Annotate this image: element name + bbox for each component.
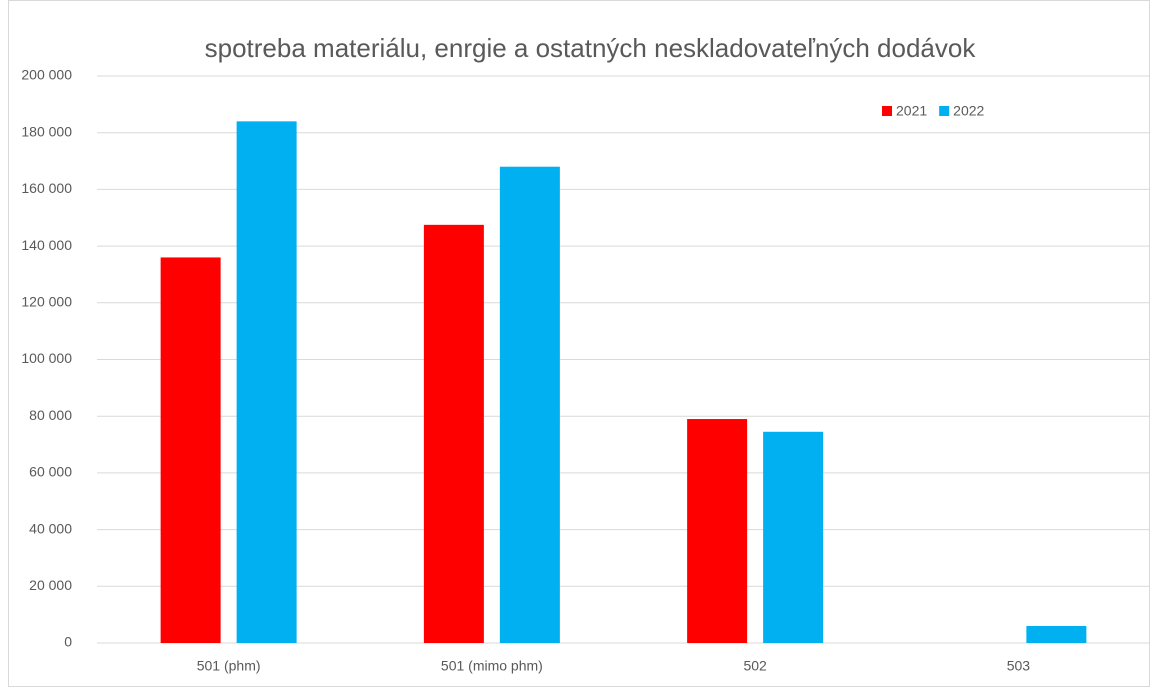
bar [236, 121, 297, 644]
bar [763, 431, 824, 643]
bar [160, 257, 221, 643]
y-tick-label: 60 000 [29, 464, 72, 480]
legend-label: 2022 [953, 103, 984, 119]
y-tick-label: 20 000 [29, 577, 72, 593]
y-tick-label: 200 000 [21, 67, 72, 83]
y-tick-label: 160 000 [21, 180, 72, 196]
bar [687, 419, 748, 643]
chart-title: spotreba materiálu, enrgie a ostatných n… [205, 33, 977, 63]
x-tick-label: 503 [1007, 658, 1031, 674]
y-tick-label: 40 000 [29, 520, 72, 536]
legend-swatch [882, 106, 892, 116]
y-tick-label: 140 000 [21, 237, 72, 253]
bar [1026, 625, 1087, 643]
bar [423, 224, 484, 643]
y-tick-label: 120 000 [21, 294, 72, 310]
legend-swatch [939, 106, 950, 116]
bar [499, 166, 560, 643]
x-tick-label: 501 (phm) [197, 658, 261, 674]
legend-label: 2021 [896, 103, 927, 119]
x-tick-label: 502 [743, 658, 767, 674]
y-tick-label: 100 000 [21, 350, 72, 366]
y-tick-label: 0 [64, 634, 72, 650]
y-tick-label: 180 000 [21, 123, 72, 139]
y-tick-label: 80 000 [29, 407, 72, 423]
x-tick-label: 501 (mimo phm) [441, 658, 543, 674]
